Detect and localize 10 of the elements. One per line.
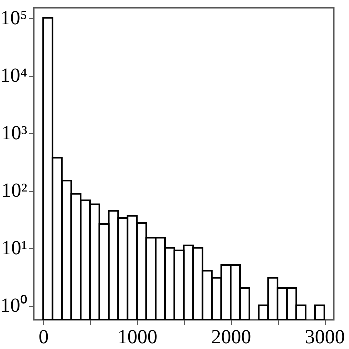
y-tick-label: 10⁰	[0, 294, 28, 318]
x-tick-label: 2000	[211, 326, 252, 348]
y-tick-label: 10²	[2, 180, 28, 202]
y-tick-label: 10⁴	[0, 65, 28, 88]
y-tick-label: 10⁵	[0, 8, 28, 30]
x-tick-label: 0	[38, 326, 49, 348]
x-tick-label: 3000	[305, 326, 346, 348]
x-tick-label: 1000	[118, 326, 158, 348]
y-tick-label: 10³	[2, 122, 28, 145]
y-tick-label: 10¹	[2, 238, 28, 260]
